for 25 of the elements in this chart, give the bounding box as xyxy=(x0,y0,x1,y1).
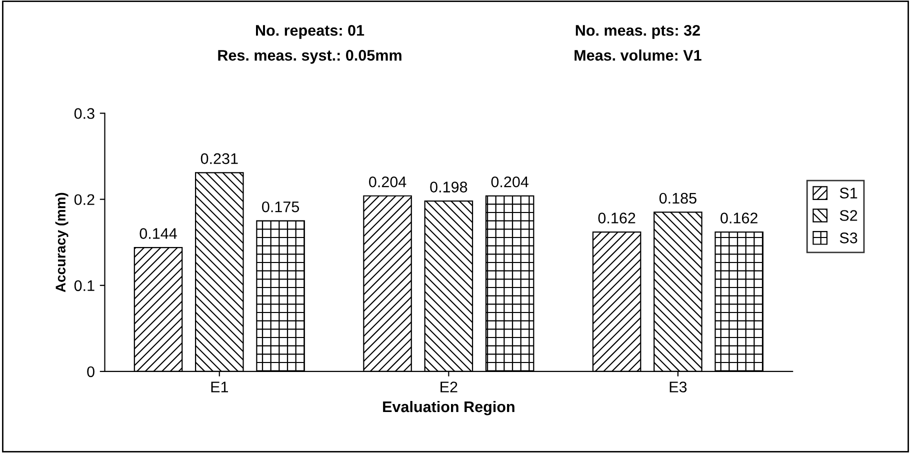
data-label: 0.144 xyxy=(140,228,177,239)
y-tick-label: 0 xyxy=(87,366,94,378)
data-label: 0.204 xyxy=(369,176,406,188)
text: No. repeats: 01 xyxy=(256,24,364,39)
legend-label: S1 xyxy=(840,188,858,198)
y-tick-label: 0.1 xyxy=(74,280,94,292)
y-tick-label: 0.3 xyxy=(74,108,94,119)
data-label: 0.198 xyxy=(430,182,468,192)
y-tick-label: 0.2 xyxy=(74,194,94,206)
x-tick-label: E3 xyxy=(670,382,687,392)
x-tick-label: E1 xyxy=(211,382,228,392)
data-label: 0.162 xyxy=(598,212,636,224)
text: Res. meas. syst.: 0.05mm xyxy=(218,50,402,64)
data-label: 0.185 xyxy=(659,192,696,204)
data-label: 0.204 xyxy=(491,176,528,188)
text: Meas. volume: V1 xyxy=(574,50,702,61)
text: No. meas. pts: 32 xyxy=(576,24,700,39)
legend-label: S3 xyxy=(840,232,858,244)
y-axis-title: Accuracy (mm) xyxy=(55,192,68,292)
data-label: 0.162 xyxy=(720,212,758,224)
x-tick-label: E2 xyxy=(440,382,458,392)
x-axis-title: Evaluation Region xyxy=(383,400,514,416)
data-label: 0.231 xyxy=(200,153,238,164)
data-label: 0.175 xyxy=(262,201,300,212)
legend-label: S2 xyxy=(840,210,858,221)
